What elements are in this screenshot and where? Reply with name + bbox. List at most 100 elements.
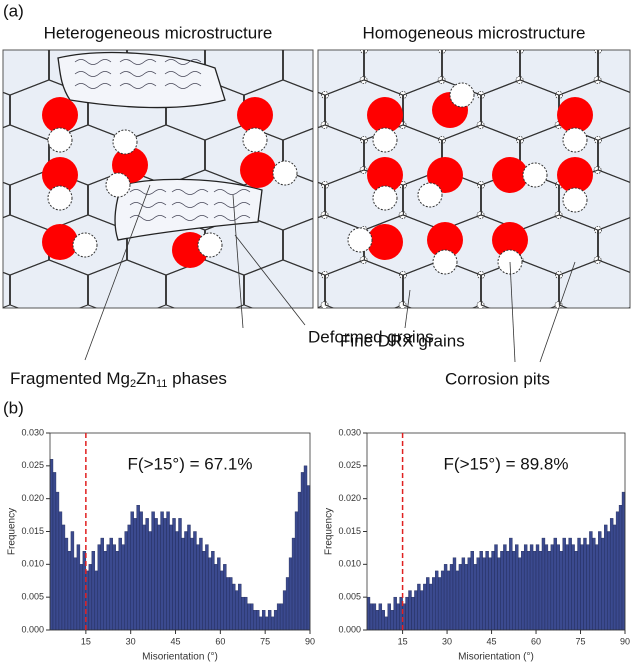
bar xyxy=(211,551,215,631)
annotation: F(>15°) = 89.8% xyxy=(444,454,569,473)
x-tick-label: 45 xyxy=(171,636,181,646)
bar xyxy=(253,610,257,631)
bar xyxy=(145,518,149,631)
bar xyxy=(124,531,128,631)
x-tick-label: 75 xyxy=(260,636,270,646)
y-tick-label: 0.005 xyxy=(338,592,361,602)
y-tick-label: 0.020 xyxy=(21,493,44,503)
bar xyxy=(595,544,599,631)
callout: Deformed grains xyxy=(308,327,434,346)
particle xyxy=(240,152,276,188)
bar xyxy=(601,537,605,631)
bar xyxy=(282,590,287,631)
particle xyxy=(492,157,528,193)
schematic xyxy=(42,51,593,275)
panel-title: Homogeneous microstructure xyxy=(363,23,586,42)
grain xyxy=(3,271,11,308)
y-tick-label: 0.010 xyxy=(338,559,361,569)
bar xyxy=(568,537,572,631)
wavy-line xyxy=(129,189,167,195)
bar xyxy=(506,551,510,631)
bar xyxy=(64,537,69,631)
bar xyxy=(199,537,203,631)
wavy-line xyxy=(74,83,112,89)
pit xyxy=(595,317,602,324)
bar xyxy=(586,544,590,631)
bar xyxy=(598,531,602,631)
bar xyxy=(411,596,415,631)
bar xyxy=(193,531,197,631)
particle xyxy=(367,157,403,193)
bar xyxy=(577,537,581,631)
corrosion-pit xyxy=(272,160,298,186)
bar xyxy=(467,557,471,631)
bar xyxy=(440,570,445,631)
bar xyxy=(396,603,400,631)
grain xyxy=(318,181,326,219)
wavy-line xyxy=(119,71,157,77)
bar xyxy=(384,616,388,631)
bar xyxy=(118,537,122,631)
bar xyxy=(429,583,433,631)
bar xyxy=(250,603,254,631)
bar xyxy=(55,491,60,631)
particle xyxy=(557,157,593,193)
wavy-line xyxy=(171,202,209,208)
y-tick-label: 0.015 xyxy=(338,526,361,536)
bar xyxy=(479,551,483,631)
bar xyxy=(133,518,137,631)
bar xyxy=(390,610,394,631)
x-tick-label: 45 xyxy=(487,636,497,646)
corrosion-pit xyxy=(522,162,548,188)
grain xyxy=(402,259,482,308)
corrosion-pit xyxy=(105,172,131,198)
bar xyxy=(58,511,63,631)
grain xyxy=(3,91,11,129)
bar xyxy=(437,577,442,631)
bar xyxy=(52,472,57,631)
y-tick-label: 0.020 xyxy=(338,493,361,503)
bar xyxy=(550,544,555,631)
bar xyxy=(494,544,498,631)
wavy-line xyxy=(171,215,209,221)
particle xyxy=(427,222,463,258)
pit xyxy=(398,301,407,308)
x-tick-label: 60 xyxy=(215,636,225,646)
y-axis-label: Frequency xyxy=(7,508,18,555)
y-tick-label: 0.030 xyxy=(21,427,44,437)
x-tick-label: 15 xyxy=(398,636,408,646)
bar xyxy=(115,551,119,631)
bar xyxy=(244,596,248,631)
bar xyxy=(121,544,125,631)
bar xyxy=(509,537,513,631)
particle xyxy=(427,157,463,193)
bar xyxy=(473,564,477,631)
wavy-line xyxy=(119,59,157,65)
corrosion-pit xyxy=(47,127,73,153)
bar xyxy=(247,603,251,631)
bar xyxy=(70,531,75,631)
wavy-line xyxy=(213,202,251,208)
callout-sub: 11 xyxy=(156,378,167,390)
bar xyxy=(154,518,158,631)
bar xyxy=(559,551,563,631)
bar xyxy=(574,551,578,631)
particle xyxy=(492,222,528,258)
x-axis-label: Misorientation (°) xyxy=(458,652,534,663)
bar xyxy=(446,570,451,631)
bar xyxy=(208,557,212,631)
bar xyxy=(529,544,534,631)
x-axis-label: Misorientation (°) xyxy=(142,652,218,663)
wavy-line xyxy=(74,59,112,65)
bar xyxy=(190,537,194,631)
bar xyxy=(103,551,107,631)
bar xyxy=(127,524,131,631)
y-tick-label: 0.000 xyxy=(21,624,44,634)
bar xyxy=(518,557,522,631)
bar xyxy=(372,603,377,631)
corrosion-pit xyxy=(562,127,588,153)
bar xyxy=(172,518,176,631)
bar xyxy=(220,570,224,631)
bar xyxy=(112,544,116,631)
bar xyxy=(571,544,575,631)
